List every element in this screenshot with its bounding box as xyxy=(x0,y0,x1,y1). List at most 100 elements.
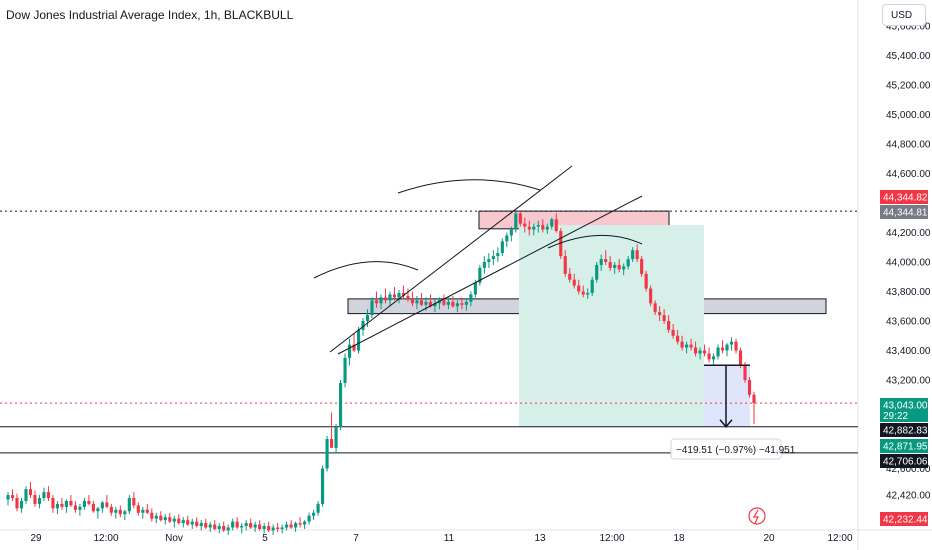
candle-body[interactable] xyxy=(55,503,60,509)
candle-body[interactable] xyxy=(262,526,266,529)
candle-body[interactable] xyxy=(523,223,527,227)
candle-body[interactable] xyxy=(469,294,473,302)
candle-body[interactable] xyxy=(536,225,540,227)
candle-body[interactable] xyxy=(590,279,594,293)
candle-body[interactable] xyxy=(294,523,298,528)
candle-body[interactable] xyxy=(419,300,424,305)
candle-body[interactable] xyxy=(370,300,374,316)
candle-body[interactable] xyxy=(258,524,262,529)
candle-body[interactable] xyxy=(662,315,666,321)
candle-body[interactable] xyxy=(365,315,370,321)
candle-body[interactable] xyxy=(658,312,662,316)
candle-body[interactable] xyxy=(518,213,522,224)
candle-body[interactable] xyxy=(451,301,455,307)
candle-body[interactable] xyxy=(298,523,302,525)
candle-body[interactable] xyxy=(586,292,590,295)
candle-body[interactable] xyxy=(244,523,248,527)
candle-body[interactable] xyxy=(545,226,549,230)
candle-body[interactable] xyxy=(455,303,459,307)
candle-body[interactable] xyxy=(87,500,91,504)
candle-body[interactable] xyxy=(303,521,307,525)
candle-body[interactable] xyxy=(689,344,693,348)
candle-body[interactable] xyxy=(123,511,127,515)
candle-body[interactable] xyxy=(379,297,383,304)
candle-body[interactable] xyxy=(231,521,235,528)
candle-body[interactable] xyxy=(347,344,352,358)
candle-body[interactable] xyxy=(285,524,289,528)
candle-body[interactable] xyxy=(159,515,163,521)
candle-body[interactable] xyxy=(702,350,707,354)
candle-body[interactable] xyxy=(685,344,689,348)
candle-body[interactable] xyxy=(46,492,51,498)
candle-body[interactable] xyxy=(10,495,15,498)
candle-body[interactable] xyxy=(491,256,495,260)
candle-body[interactable] xyxy=(698,350,702,354)
candle-body[interactable] xyxy=(19,500,24,509)
candle-body[interactable] xyxy=(343,357,347,383)
candle-body[interactable] xyxy=(267,526,271,531)
candle-body[interactable] xyxy=(321,468,325,504)
candle-body[interactable] xyxy=(707,353,711,360)
candle-body[interactable] xyxy=(235,521,239,528)
candle-body[interactable] xyxy=(410,298,415,304)
candle-body[interactable] xyxy=(186,520,190,525)
candle-body[interactable] xyxy=(514,213,518,230)
candle-body[interactable] xyxy=(617,264,621,270)
candle-body[interactable] xyxy=(496,253,500,257)
candle-body[interactable] xyxy=(329,439,334,448)
candle-body[interactable] xyxy=(653,303,657,313)
candle-body[interactable] xyxy=(15,498,19,509)
measure-zone[interactable] xyxy=(704,365,750,427)
candle-body[interactable] xyxy=(109,506,113,513)
candle-body[interactable] xyxy=(752,394,756,404)
candle-body[interactable] xyxy=(141,509,145,513)
candle-body[interactable] xyxy=(406,295,410,299)
candle-body[interactable] xyxy=(163,517,167,521)
arc-left-shoulder[interactable] xyxy=(313,261,419,279)
candle-body[interactable] xyxy=(217,526,221,529)
candle-body[interactable] xyxy=(154,515,158,519)
arc-head[interactable] xyxy=(397,179,541,194)
candle-body[interactable] xyxy=(509,229,513,236)
candle-body[interactable] xyxy=(720,347,725,351)
candle-body[interactable] xyxy=(505,235,509,242)
candle-body[interactable] xyxy=(401,292,406,296)
candle-body[interactable] xyxy=(325,439,329,469)
candle-body[interactable] xyxy=(541,225,545,230)
candle-body[interactable] xyxy=(204,523,208,528)
candle-body[interactable] xyxy=(482,262,486,268)
channel-upper-line[interactable] xyxy=(329,165,573,353)
candle-body[interactable] xyxy=(100,502,104,509)
candle-body[interactable] xyxy=(473,282,477,295)
candle-body[interactable] xyxy=(626,259,630,267)
candle-body[interactable] xyxy=(747,380,752,395)
candle-body[interactable] xyxy=(581,291,585,295)
candle-body[interactable] xyxy=(177,518,181,524)
candle-body[interactable] xyxy=(136,505,140,513)
candle-body[interactable] xyxy=(392,294,397,298)
candle-body[interactable] xyxy=(208,524,212,528)
candle-body[interactable] xyxy=(604,259,608,262)
candle-body[interactable] xyxy=(307,515,311,522)
candle-body[interactable] xyxy=(51,498,55,509)
candle-body[interactable] xyxy=(105,502,109,507)
candle-body[interactable] xyxy=(338,382,343,428)
candle-body[interactable] xyxy=(82,500,86,507)
candle-body[interactable] xyxy=(312,512,316,516)
candle-body[interactable] xyxy=(195,521,199,527)
candle-body[interactable] xyxy=(478,267,482,283)
candle-body[interactable] xyxy=(132,498,136,506)
candle-body[interactable] xyxy=(577,285,581,292)
candle-body[interactable] xyxy=(240,526,244,528)
candle-body[interactable] xyxy=(91,503,95,512)
candle-body[interactable] xyxy=(568,273,572,280)
candle-body[interactable] xyxy=(181,520,185,524)
candle-body[interactable] xyxy=(356,329,361,351)
candle-body[interactable] xyxy=(168,517,172,522)
candle-body[interactable] xyxy=(280,527,284,529)
candle-body[interactable] xyxy=(599,259,603,265)
candle-body[interactable] xyxy=(559,231,563,257)
candle-body[interactable] xyxy=(388,294,392,301)
candle-body[interactable] xyxy=(667,321,671,330)
